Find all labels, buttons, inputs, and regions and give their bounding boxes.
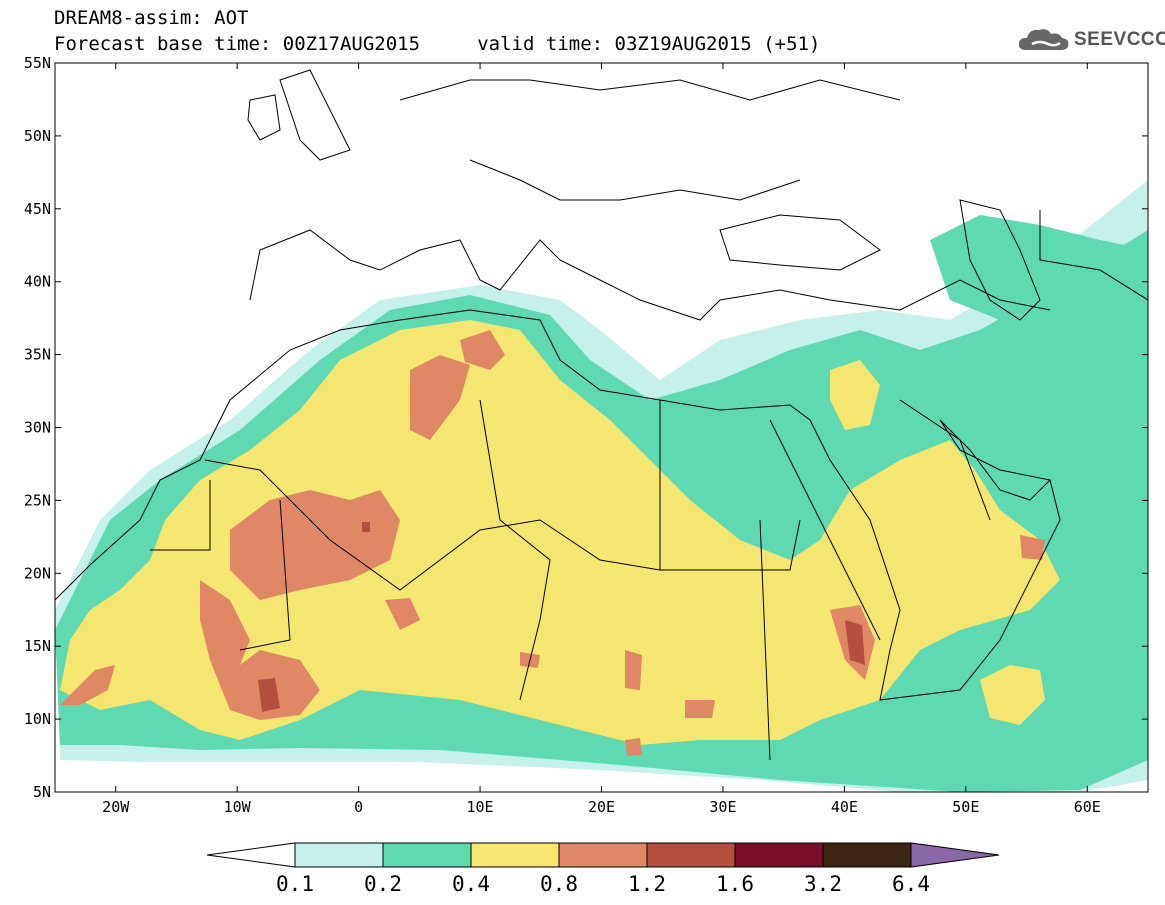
- map-title: DREAM8-assim: AOT: [54, 7, 249, 29]
- colorbar-swatch: [382, 842, 472, 868]
- lat-tick-label: 55N: [24, 54, 51, 72]
- colorbar-over-arrow: [910, 842, 1000, 868]
- border-d: [239, 499, 291, 651]
- latitude-axis: 55N 50N 45N 40N 35N 30N 25N 20N 15N 10N 5N: [24, 54, 1148, 801]
- aot-band-0.8h: [1020, 535, 1045, 560]
- border-f: [899, 399, 991, 521]
- colorbar: 0.1 0.2 0.4 0.8 1.2 1.6 3.2 6.4: [206, 842, 1000, 896]
- colorbar-swatch: [734, 842, 824, 868]
- aot-band-0.8a: [410, 355, 470, 440]
- colorbar-swatch: [470, 842, 560, 868]
- border-h: [399, 79, 901, 101]
- aot-band-0.4: [60, 320, 1060, 745]
- black-sea-coast: [719, 214, 881, 271]
- lon-tick-label: 10W: [224, 798, 252, 816]
- lon-tick-label: 20W: [102, 798, 130, 816]
- aot-band-0.8j: [625, 650, 642, 690]
- aot-band-0.8i: [685, 700, 715, 718]
- lat-tick-label: 20N: [24, 564, 51, 582]
- colorbar-under-arrow: [206, 842, 296, 868]
- colorbar-swatch: [646, 842, 736, 868]
- longitude-axis: 20W 10W 0 10E 20E 30E 40E 50E 60E: [102, 63, 1101, 816]
- colorbar-label: 1.6: [716, 872, 754, 896]
- colorbar-label: 0.4: [452, 872, 490, 896]
- colorbar-swatch: [822, 842, 912, 868]
- colorbar-label: 0.2: [364, 872, 402, 896]
- aot-band-0.8e: [60, 665, 115, 705]
- lon-tick-label: 30E: [709, 798, 736, 816]
- aot-band-0.8l: [625, 738, 642, 756]
- aot-band-0.4b: [830, 360, 880, 430]
- uk-coast: [279, 69, 351, 161]
- aot-band-0.8c: [230, 490, 400, 600]
- aot-band-1.2c: [362, 522, 370, 532]
- lat-tick-label: 40N: [24, 273, 51, 291]
- coastlines: [55, 69, 1148, 761]
- colorbar-label: 6.4: [892, 872, 930, 896]
- cloud-icon: [1018, 29, 1069, 50]
- aot-band-0.8d: [200, 580, 320, 720]
- lat-tick-label: 5N: [33, 783, 51, 801]
- aot-band-0.8b: [460, 330, 505, 370]
- aot-band-0.8f: [385, 598, 420, 630]
- border-g: [759, 519, 771, 761]
- lon-tick-label: 20E: [588, 798, 615, 816]
- colorbar-swatch: [558, 842, 648, 868]
- red-sea-coast: [769, 419, 881, 641]
- aot-field: [55, 180, 1148, 792]
- lon-tick-label: 0: [354, 798, 363, 816]
- brand-logo: SEEVCCC: [1018, 26, 1165, 54]
- caspian-coast: [959, 199, 1041, 321]
- lon-tick-label: 10E: [467, 798, 494, 816]
- colorbar-label: 3.2: [804, 872, 842, 896]
- border-c: [659, 400, 801, 571]
- colorbar-swatch: [294, 842, 384, 868]
- lat-tick-label: 15N: [24, 637, 51, 655]
- lat-tick-label: 30N: [24, 419, 51, 437]
- lat-tick-label: 45N: [24, 200, 51, 218]
- lon-tick-label: 50E: [952, 798, 979, 816]
- brand-name: SEEVCCC: [1074, 29, 1165, 50]
- lat-tick-label: 10N: [24, 710, 51, 728]
- lat-tick-label: 50N: [24, 127, 51, 145]
- lon-tick-label: 40E: [831, 798, 858, 816]
- aot-band-1.2a: [258, 678, 280, 712]
- colorbar-label: 0.1: [276, 872, 314, 896]
- lat-tick-label: 25N: [24, 491, 51, 509]
- colorbar-label: 0.8: [540, 872, 578, 896]
- forecast-time-line: Forecast base time: 00Z17AUG2015 valid t…: [54, 33, 821, 55]
- lat-tick-label: 35N: [24, 346, 51, 364]
- border-e: [150, 480, 211, 551]
- aot-band-0.2b: [930, 215, 1148, 320]
- border-a: [204, 459, 661, 591]
- aot-band-1.2b: [845, 620, 865, 665]
- aot-band-0.4c: [980, 665, 1045, 725]
- border-b: [479, 399, 551, 701]
- colorbar-label: 1.2: [628, 872, 666, 896]
- border-j: [1039, 210, 1148, 301]
- africa-coast: [55, 309, 1061, 701]
- lon-tick-label: 60E: [1074, 798, 1101, 816]
- europe-coast: [249, 229, 1051, 321]
- border-i: [469, 159, 801, 201]
- ireland-coast: [247, 94, 281, 141]
